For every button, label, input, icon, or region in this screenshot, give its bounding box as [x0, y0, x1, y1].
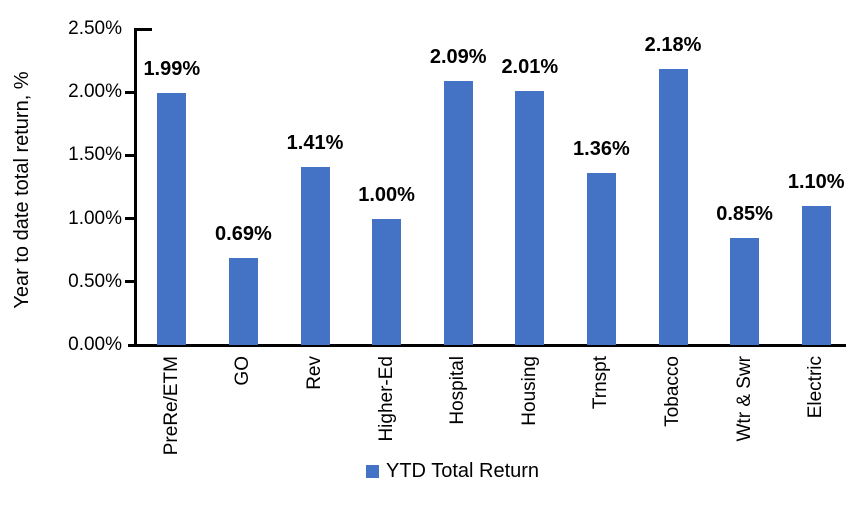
bar-hospital [443, 80, 473, 345]
y-axis-tick-label: 1.00% [68, 207, 122, 229]
bar-higher-ed [372, 218, 402, 345]
y-axis-tick-mark [125, 280, 134, 284]
y-axis-tick-mark [125, 217, 134, 221]
bar-go [228, 257, 258, 345]
y-axis-tick-label: 0.50% [68, 270, 122, 292]
bar-value-label: 0.69% [215, 222, 272, 245]
bar-wtr-swr [730, 237, 760, 345]
category-label: Rev [304, 356, 325, 390]
bar-value-label: 1.99% [143, 58, 201, 81]
bar-value-label: 2.18% [644, 34, 702, 57]
x-axis-line [128, 344, 846, 347]
y-axis-line [134, 28, 137, 346]
y-axis-tick-label: 2.00% [68, 81, 122, 103]
bar-electric [801, 205, 831, 345]
bar-tobacco [658, 69, 688, 345]
category-label: Hospital [447, 356, 469, 425]
legend-swatch-icon [366, 464, 379, 478]
y-axis-top-tick-mark [136, 28, 152, 31]
y-axis-tick-mark [125, 153, 134, 157]
y-axis-tick-mark [125, 90, 134, 94]
legend-label: YTD Total Return [386, 460, 540, 482]
category-label: Electric [805, 356, 827, 419]
bar-prere-etm [157, 93, 187, 345]
bar-value-label: 1.36% [573, 138, 630, 161]
bar-value-label: 2.09% [429, 45, 487, 68]
bar-trnspt [586, 173, 616, 345]
category-label: Higher-Ed [375, 356, 397, 442]
category-label: Wtr & Swr [733, 356, 755, 442]
bar-value-label: 1.41% [286, 131, 344, 154]
category-label: Tobacco [662, 356, 683, 427]
y-axis-tick-label: 0.00% [68, 334, 122, 355]
y-axis-tick-label: 1.50% [68, 144, 122, 166]
y-axis-title: Year to date total return, % [11, 71, 33, 309]
legend: YTD Total Return [366, 461, 539, 481]
y-axis-tick-label: 2.50% [68, 18, 122, 39]
category-label: GO [232, 356, 254, 386]
category-label: PreRe/ETM [160, 356, 182, 456]
bar-value-label: 1.10% [787, 170, 845, 193]
bar-value-label: 2.01% [501, 55, 559, 78]
category-label: Trnspt [590, 356, 612, 410]
bar-value-label: 0.85% [716, 202, 773, 225]
bar-rev [300, 166, 330, 345]
category-label: Housing [518, 356, 540, 426]
bar-value-label: 1.00% [358, 183, 415, 206]
bar-housing [515, 90, 545, 345]
